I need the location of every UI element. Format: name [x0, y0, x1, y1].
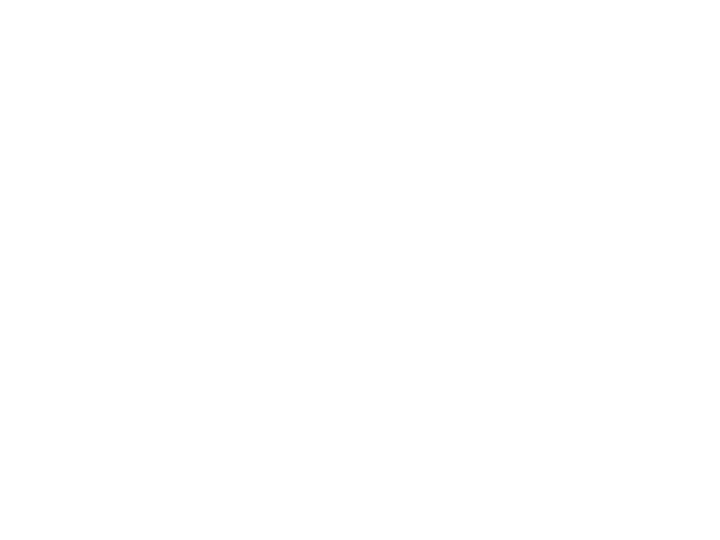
Text: Monitor Implementation (Cont.): Monitor Implementation (Cont.) [145, 44, 569, 68]
Text: c: c [156, 215, 165, 230]
Text: Operating System Concepts: Operating System Concepts [30, 512, 176, 522]
Text: Must ensure that an uncooperative process does not ignore: Must ensure that an uncooperative proces… [100, 417, 580, 432]
Text: •: • [55, 125, 66, 143]
Text: access protocols.: access protocols. [110, 474, 248, 489]
Bar [52, 26, 682, 98]
Text: 6.49: 6.49 [348, 512, 372, 522]
Text: construct:: construct: [200, 125, 291, 140]
Text: when: when [100, 267, 148, 282]
Text: executed.: executed. [110, 182, 189, 197]
Text: process that is suspended.: process that is suspended. [110, 234, 325, 249]
Text: priority number: priority number [176, 215, 302, 230]
Text: User processes must always make their calls on the monitor: User processes must always make their ca… [100, 365, 585, 380]
Text: in a correct sequence.: in a correct sequence. [110, 384, 289, 399]
Text: –: – [85, 365, 93, 380]
Text: ) stored with the name of the: ) stored with the name of the [285, 215, 521, 230]
Text: c: c [100, 163, 109, 178]
Bar [42, 20, 672, 92]
Text: priority number is resumed next.: priority number is resumed next. [110, 286, 376, 301]
Text: the mutual-exclusion gateway provided by the monitor, and: the mutual-exclusion gateway provided by… [110, 436, 594, 451]
Text: value of: value of [100, 215, 170, 230]
Text: –: – [85, 215, 93, 230]
Text: Silberschatz and Galvin©1999: Silberschatz and Galvin©1999 [530, 512, 690, 522]
Text: x.wait(c);: x.wait(c); [271, 125, 346, 140]
Text: is executed, process with smallest associated: is executed, process with smallest assoc… [197, 267, 568, 282]
Text: •: • [55, 327, 66, 345]
Text: –: – [85, 163, 93, 178]
Text: Check tow conditions to establish correctness of system:: Check tow conditions to establish correc… [75, 327, 531, 342]
Text: –: – [85, 417, 93, 432]
Text: –: – [85, 267, 93, 282]
Text: try to access the shared resource directly, without using the: try to access the shared resource direct… [110, 455, 595, 470]
Text: – integer expression evaluated when the wait opertion is: – integer expression evaluated when the … [110, 163, 572, 178]
Text: x.signal: x.signal [137, 267, 199, 282]
Text: (: ( [164, 215, 176, 230]
Text: Conditional-wait: Conditional-wait [75, 125, 223, 140]
